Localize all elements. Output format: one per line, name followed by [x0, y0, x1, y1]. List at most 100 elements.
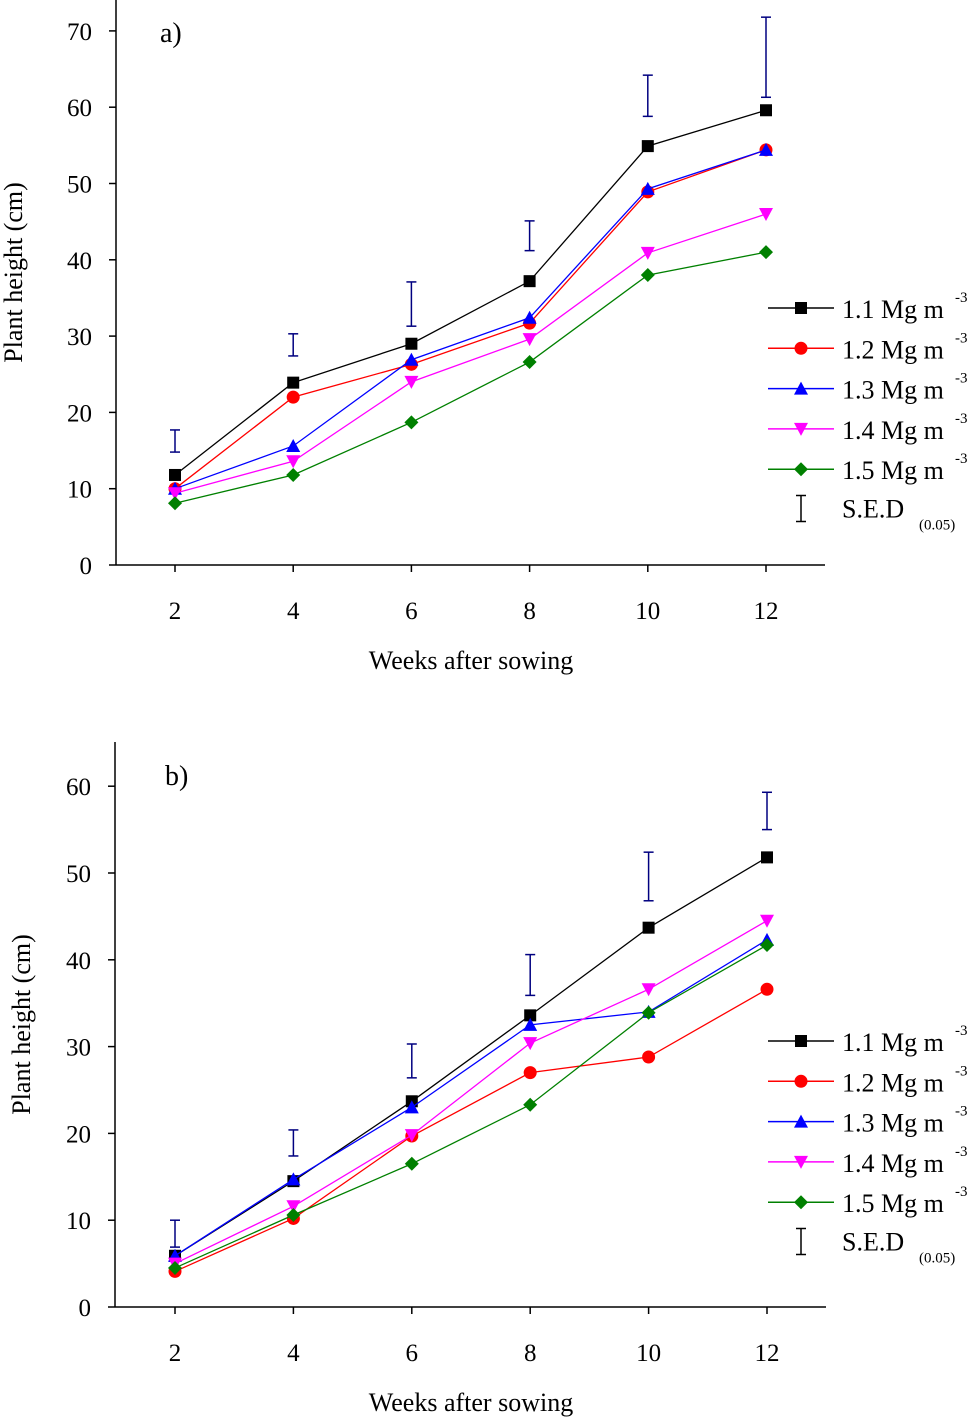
marker-square	[760, 104, 772, 117]
y-tick-label: 70	[67, 19, 92, 46]
legend-item: 1.3 Mg m -3	[768, 371, 968, 405]
x-tick-label: 4	[287, 598, 300, 625]
y-axis-label: Plant height (cm)	[7, 934, 36, 1115]
legend-label-superscript: -3	[955, 451, 968, 467]
x-tick-label: 2	[169, 1340, 182, 1367]
legend-label: 1.5 Mg m	[842, 1189, 944, 1218]
series-2	[168, 143, 773, 496]
legend-item: 1.1 Mg m -3	[768, 290, 968, 324]
legend-label-superscript: -3	[955, 330, 968, 346]
marker-triangle-down	[794, 422, 808, 436]
marker-triangle-down	[522, 333, 537, 347]
marker-triangle-down	[404, 1129, 419, 1143]
sed-error-bar	[524, 220, 535, 252]
marker-triangle-down	[404, 375, 419, 389]
legend-item: 1.3 Mg m -3	[768, 1104, 968, 1138]
legend-item: 1.1 Mg m -3	[768, 1023, 968, 1057]
marker-circle	[523, 1066, 537, 1080]
x-tick-label: 2	[169, 598, 182, 625]
sed-error-bar	[642, 74, 653, 118]
legend-item: 1.2 Mg m -3	[768, 1063, 968, 1097]
series-line	[174, 149, 767, 490]
marker-triangle-up	[286, 438, 301, 452]
legend-label-superscript: -3	[955, 1144, 968, 1160]
marker-triangle-down	[168, 487, 182, 501]
x-tick-label: 8	[524, 1340, 537, 1367]
legend-label: 1.5 Mg m	[842, 456, 944, 485]
sed-error-bar	[288, 333, 299, 357]
marker-square	[761, 851, 773, 864]
x-tick-label: 12	[755, 1340, 780, 1367]
legend-label: 1.2 Mg m	[842, 335, 944, 364]
series-1	[169, 104, 772, 481]
legend-item: 1.2 Mg m -3	[768, 330, 968, 364]
marker-diamond	[286, 1207, 301, 1222]
marker-diamond	[168, 1260, 182, 1275]
panel-a: 0 10 20 30 40 50 60 70 2 4 6 8 10 12 Weeks after sowin…	[0, 0, 968, 675]
marker-diamond	[404, 415, 419, 430]
marker-circle	[760, 982, 774, 996]
marker-triangle-down	[523, 1037, 538, 1051]
legend-label-subscript: (0.05)	[919, 1251, 955, 1267]
series-line	[174, 988, 768, 1273]
y-tick-label: 0	[79, 1295, 92, 1322]
x-axis-label: Weeks after sowing	[369, 646, 573, 675]
marker-diamond	[640, 268, 655, 283]
legend-label-superscript: -3	[955, 371, 968, 387]
y-tick-label: 40	[67, 248, 92, 275]
y-tick-label: 30	[66, 1035, 91, 1062]
marker-triangle-down	[286, 1200, 301, 1214]
sed-error-bar	[761, 16, 771, 99]
y-tick-label: 20	[66, 1121, 91, 1148]
sed-error-bar	[288, 1129, 299, 1157]
marker-square	[642, 921, 655, 934]
marker-diamond	[168, 496, 182, 511]
legend-label-superscript: -3	[955, 1063, 968, 1079]
sed-error-bar	[525, 953, 536, 997]
legend: 1.1 Mg m -3 1.2 Mg m -3 1.3 Mg m -3 1.4 Mg m -3…	[768, 1023, 968, 1267]
marker-diamond	[794, 1195, 808, 1210]
x-tick-label: 10	[635, 598, 660, 625]
marker-square	[169, 468, 181, 481]
y-tick-label: 50	[67, 172, 92, 199]
y-tick-label: 10	[66, 1208, 91, 1235]
series-line	[174, 856, 768, 1257]
panel-label: b)	[165, 761, 188, 792]
y-tick-label: 50	[66, 861, 91, 888]
y-axis-label: Plant height (cm)	[0, 182, 28, 363]
y-tick-label: 60	[66, 774, 91, 801]
marker-triangle-down	[640, 246, 655, 260]
legend-label: S.E.D	[842, 1228, 904, 1257]
series-line	[174, 939, 768, 1257]
legend-label-superscript: -3	[955, 411, 968, 427]
legend-item: 1.5 Mg m -3	[768, 451, 968, 485]
x-tick-label: 4	[287, 1340, 300, 1367]
marker-diamond	[760, 938, 774, 953]
legend-label: 1.4 Mg m	[842, 416, 944, 445]
x-tick-label: 6	[405, 598, 418, 625]
x-tick-label: 6	[406, 1340, 419, 1367]
legend: 1.1 Mg m -3 1.2 Mg m -3 1.3 Mg m -3 1.4 Mg m -3…	[768, 290, 968, 534]
legend-label-superscript: -3	[955, 1104, 968, 1120]
y-tick-label: 60	[67, 95, 92, 122]
marker-triangle-down	[641, 983, 656, 997]
marker-triangle-up	[523, 1017, 538, 1031]
y-tick-label: 40	[66, 948, 91, 975]
series-3	[168, 142, 773, 495]
marker-circle	[642, 1050, 656, 1064]
legend-label: 1.1 Mg m	[842, 1028, 944, 1057]
legend-item-sed: S.E.D (0.05)	[796, 495, 955, 534]
marker-triangle-up	[404, 1100, 419, 1114]
legend-item: 1.4 Mg m -3	[768, 411, 968, 445]
legend-label-superscript: -3	[955, 1184, 968, 1200]
series-1	[169, 851, 773, 1262]
legend-label: 1.3 Mg m	[842, 1109, 944, 1138]
series-line	[174, 149, 767, 490]
legend-label-superscript: -3	[955, 290, 968, 306]
sed-error-bar	[170, 429, 180, 453]
marker-diamond	[794, 462, 808, 477]
series-line	[174, 109, 767, 476]
marker-triangle-down	[794, 1155, 808, 1169]
x-axis-label: Weeks after sowing	[369, 1388, 573, 1417]
